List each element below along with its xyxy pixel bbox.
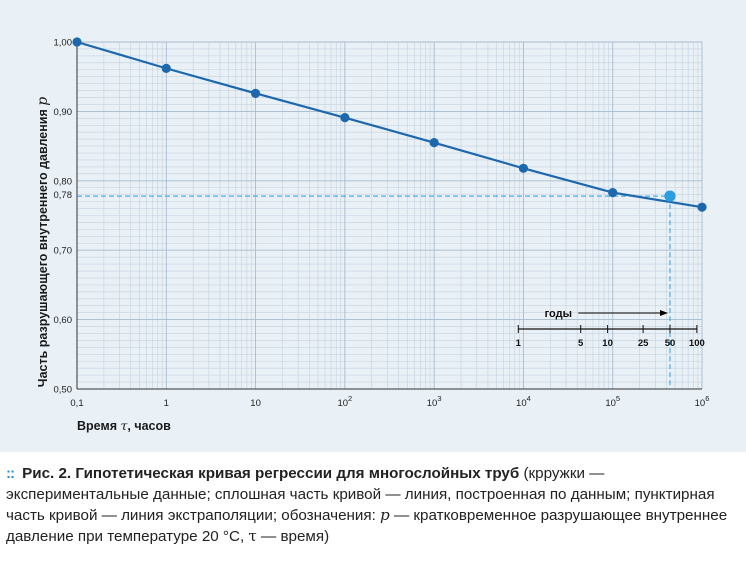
data-point bbox=[429, 138, 439, 148]
y-tick-label: 0,70 bbox=[54, 246, 73, 257]
axes bbox=[76, 42, 702, 390]
inset-arrow-head bbox=[659, 310, 668, 316]
inset-tick-label: 50 bbox=[665, 338, 676, 349]
chart-panel: 1,00 0,90 0,80 0,78 0,70 0,60 0,50 0,1 1 10 102 10… bbox=[0, 0, 746, 452]
caption-text-2: — кратковременное разрушающее внутреннее… bbox=[6, 507, 728, 545]
y-tick-label: 0,90 bbox=[54, 107, 73, 118]
y-tick-labels: 1,00 0,90 0,80 0,78 0,70 0,60 0,50 bbox=[54, 38, 73, 396]
data-point bbox=[608, 187, 618, 198]
inset-tick-label: 25 bbox=[638, 338, 649, 349]
data-point bbox=[340, 113, 350, 123]
x-tick-label: 102 bbox=[337, 394, 352, 409]
inset-tick-label: 5 bbox=[578, 338, 584, 349]
caption-marker: :: bbox=[6, 465, 15, 482]
y-tick-label: 1,00 bbox=[54, 38, 73, 49]
data-point bbox=[697, 202, 707, 212]
y-tick-label: 0,50 bbox=[54, 385, 73, 396]
y-tick-label: 0,80 bbox=[54, 176, 73, 187]
extrapolation-point bbox=[664, 190, 676, 202]
x-tick-label: 1 bbox=[164, 398, 169, 409]
inset-tick-label: 100 bbox=[689, 338, 705, 349]
data-point bbox=[518, 163, 529, 173]
inset-tick-label: 10 bbox=[602, 338, 613, 349]
x-tick-label: 103 bbox=[427, 394, 442, 409]
x-tick-label: 104 bbox=[516, 394, 531, 409]
data-point bbox=[161, 63, 171, 73]
regression-chart: 1,000,900,800,780,700,600,50 0,1 1 10 102 10… bbox=[35, 37, 709, 433]
x-tick-label: 106 bbox=[695, 394, 710, 409]
inset-label: годы bbox=[545, 308, 572, 320]
y-tick-label: 0,78 bbox=[54, 190, 73, 201]
inset-tick-label: 1 bbox=[516, 338, 522, 349]
regression-series bbox=[72, 37, 707, 212]
years-inset: 1 5 10 25 50 100 годы bbox=[516, 308, 705, 349]
x-tick-label: 105 bbox=[605, 394, 620, 409]
data-point bbox=[72, 37, 82, 47]
figure-caption: :: Рис. 2. Гипотетическая кривая регресси… bbox=[6, 463, 740, 547]
y-tick-label: 0,60 bbox=[54, 315, 73, 326]
caption-symbol-tau: τ bbox=[248, 527, 257, 545]
regression-line bbox=[76, 40, 703, 209]
caption-title: Рис. 2. Гипотетическая кривая регрессии … bbox=[22, 465, 520, 482]
x-tick-label: 0,1 bbox=[70, 398, 83, 409]
minor-grid bbox=[77, 41, 702, 390]
caption-symbol-p: p bbox=[380, 506, 390, 524]
x-axis-label: Время τ, часов bbox=[77, 418, 171, 433]
y-axis-label: Часть разрушающего внутреннего давления … bbox=[35, 97, 51, 387]
caption-text-3: — время) bbox=[256, 528, 330, 545]
caption-text-1: (крружки — экспериментальные данные; спл… bbox=[6, 465, 715, 524]
data-point bbox=[250, 88, 261, 98]
x-tick-label: 10 bbox=[250, 398, 261, 409]
extrapolation-lines bbox=[77, 195, 671, 389]
x-tick-labels: 0,1 1 10 102 103 104 105 106 bbox=[70, 394, 709, 409]
